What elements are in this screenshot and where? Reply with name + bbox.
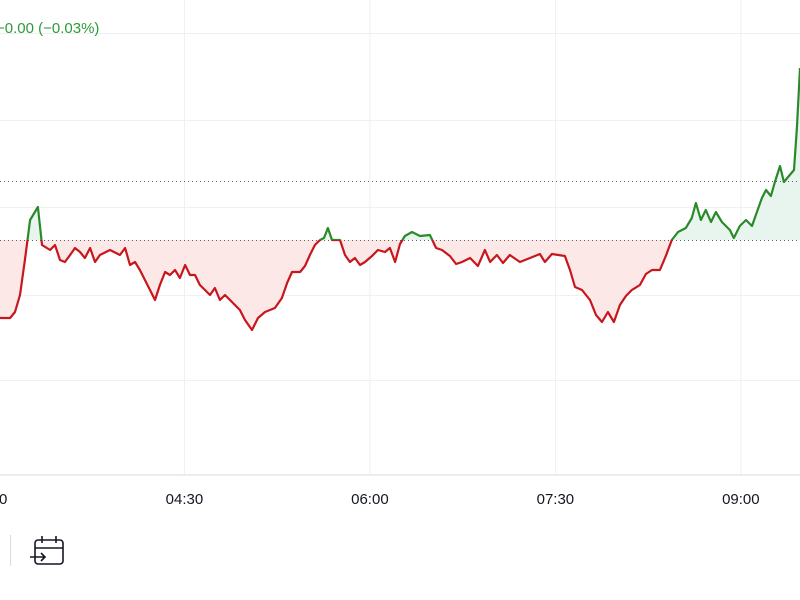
area-fill	[0, 68, 800, 330]
x-tick-label: 04:30	[166, 491, 204, 508]
x-tick-label: 00	[0, 491, 7, 508]
x-tick-label: 09:00	[722, 491, 760, 508]
calendar-icon	[34, 539, 64, 565]
price-change: −0.00 (−0.03%)	[0, 20, 99, 37]
calendar-icon	[30, 552, 47, 562]
price-line	[0, 67, 800, 332]
x-tick-label: 06:00	[351, 491, 389, 508]
calendar-button[interactable]	[30, 536, 64, 565]
x-tick-label: 07:30	[537, 491, 575, 508]
